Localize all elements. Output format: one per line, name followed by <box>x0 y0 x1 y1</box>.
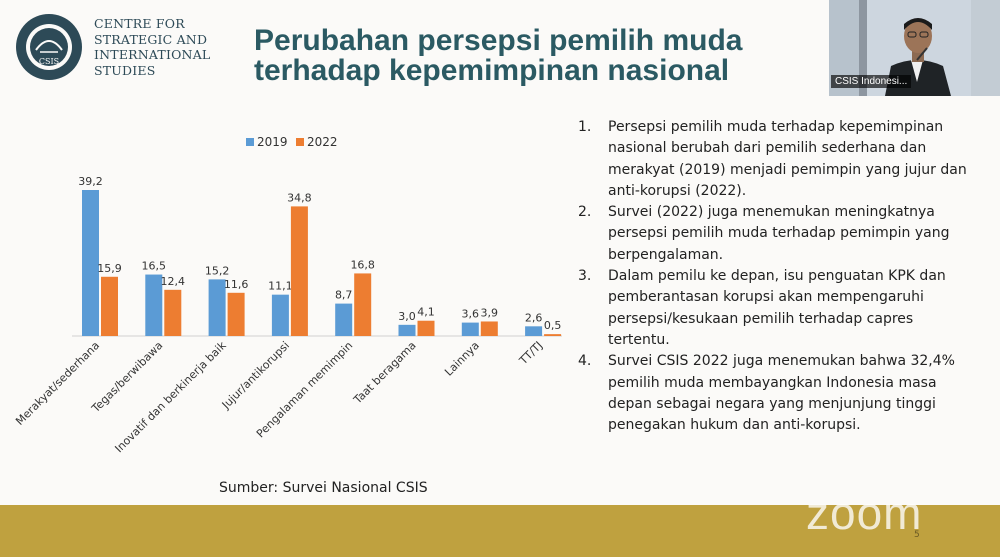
bar-2022-3 <box>290 206 308 336</box>
title-line: Perubahan persepsi pemilih muda <box>254 24 743 57</box>
note-number: 1. <box>578 119 592 135</box>
bar-2022-0 <box>101 276 118 336</box>
note-text: Survei (2022) juga menemukan meningkatny… <box>608 204 950 263</box>
zoom-watermark: zoom <box>806 487 923 539</box>
data-label: 8,7 <box>335 289 353 302</box>
bar-2022-7 <box>544 334 562 336</box>
category-label: TT/TJ <box>516 339 545 368</box>
note-number: 4. <box>578 353 592 370</box>
data-label: 3,9 <box>481 306 499 319</box>
bar-2019-1 <box>145 274 163 336</box>
data-label: 4,1 <box>417 306 435 319</box>
note-number: 2. <box>578 204 592 221</box>
bar-2019-4 <box>335 303 353 336</box>
svg-text:CSIS: CSIS <box>39 57 59 66</box>
org-line: INTERNATIONAL <box>94 47 211 62</box>
org-name: CENTRE FOR STRATEGIC AND INTERNATIONAL S… <box>94 16 210 78</box>
page-number: 5 <box>914 530 920 540</box>
note-text: Persepsi pemilih muda terhadap kepemimpi… <box>608 119 967 199</box>
slide-title: Perubahan persepsi pemilih muda terhadap… <box>254 26 814 86</box>
source-note: Sumber: Survei Nasional CSIS <box>219 480 428 496</box>
note-item: 2. Survei (2022) juga menemukan meningka… <box>578 202 978 266</box>
bar-2019-5 <box>398 324 416 336</box>
legend-label: 2022 <box>307 135 338 149</box>
data-label: 16,8 <box>350 258 375 271</box>
notes-list: 1. Persepsi pemilih muda terhadap kepemi… <box>578 117 978 436</box>
note-text: Dalam pemilu ke depan, isu penguatan KPK… <box>608 268 946 348</box>
category-label: Lainnya <box>442 339 482 379</box>
data-label: 3,6 <box>462 308 480 321</box>
bar-2019-6 <box>461 322 479 336</box>
bar-2019-7 <box>525 326 543 336</box>
bar-2019-3 <box>271 294 289 336</box>
category-label: Inovatif dan berkinerja baik <box>112 338 229 455</box>
note-item: 4. Survei CSIS 2022 juga menemukan bahwa… <box>578 351 978 436</box>
category-label: Taat beragama <box>350 339 418 407</box>
legend-swatch <box>246 138 254 146</box>
category-label: Jujur/antikorupsi <box>219 339 292 412</box>
data-label: 11,6 <box>224 278 249 291</box>
participant-name: CSIS Indonesi... <box>831 75 912 88</box>
category-label: Merakyat/sederhana <box>13 339 102 428</box>
data-label: 12,4 <box>161 275 186 288</box>
org-line: STUDIES <box>94 62 156 78</box>
bottom-bar <box>0 505 1000 557</box>
org-line: STRATEGIC AND <box>94 31 208 47</box>
data-label: 16,5 <box>142 260 167 273</box>
data-label: 3,0 <box>398 310 416 323</box>
bar-2019-0 <box>82 190 99 336</box>
csis-logo: CSIS <box>16 14 82 80</box>
video-tile[interactable]: CSIS Indonesi... <box>829 0 1000 96</box>
data-label: 2,6 <box>525 311 543 324</box>
org-line: CENTRE FOR <box>94 16 185 31</box>
data-label: 15,9 <box>97 262 122 275</box>
note-item: 3. Dalam pemilu ke depan, isu penguatan … <box>578 266 978 351</box>
note-item: 1. Persepsi pemilih muda terhadap kepemi… <box>578 117 978 202</box>
bar-2022-2 <box>227 292 245 336</box>
data-label: 11,1 <box>268 280 293 293</box>
legend-swatch <box>296 138 304 146</box>
bar-2019-2 <box>208 279 226 336</box>
data-label: 34,8 <box>287 191 312 204</box>
title-line: terhadap kepemimpinan nasional <box>254 54 730 87</box>
data-label: 15,2 <box>205 264 230 277</box>
data-label: 39,2 <box>78 175 103 188</box>
note-number: 3. <box>578 268 592 285</box>
data-label: 0,5 <box>544 319 562 332</box>
bar-2022-5 <box>417 320 435 336</box>
bar-2022-6 <box>480 321 498 336</box>
legend-label: 2019 <box>257 135 288 149</box>
bar-2022-1 <box>164 289 182 336</box>
note-text: Survei CSIS 2022 juga menemukan bahwa 32… <box>608 353 955 434</box>
bar-2022-4 <box>354 273 372 336</box>
bar-chart: 2019 2022 39,2 15,9 Merakyat/sederhana 16,5 12… <box>13 135 562 455</box>
